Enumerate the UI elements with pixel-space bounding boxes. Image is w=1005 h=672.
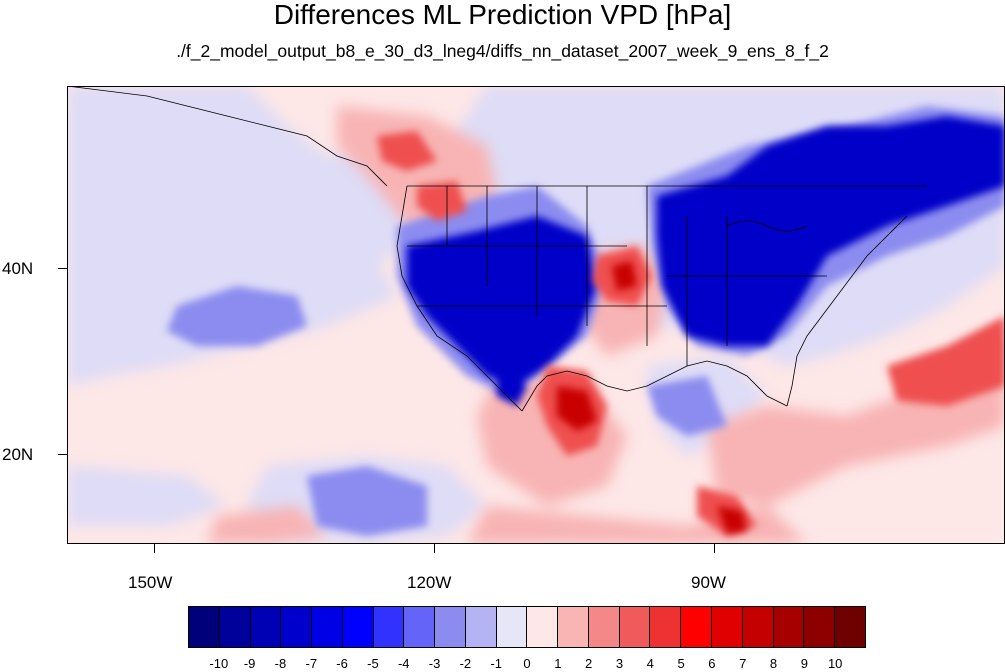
lon-tick-90w [714, 544, 715, 553]
strong-negative-areas [407, 116, 1005, 406]
colorbar-swatch [681, 607, 713, 647]
lat-label-40n: 40N [2, 259, 34, 278]
strong-positive-areas [557, 261, 747, 534]
colorbar-swatch [773, 607, 805, 647]
colorbar-label: 8 [769, 656, 778, 671]
colorbar-swatch [373, 607, 405, 647]
figure-subtitle: ./f_2_model_output_b8_e_30_d3_lneg4/diff… [176, 41, 829, 61]
colorbar-swatch [619, 607, 651, 647]
colorbar-swatch [404, 607, 436, 647]
coastlines-and-borders [67, 86, 927, 412]
colorbar-label: 7 [739, 656, 747, 671]
colorbar-label: 1 [554, 656, 562, 671]
colorbar-label: 5 [677, 656, 685, 671]
lon-tick-150w [154, 544, 155, 553]
colorbar-label: 10 [827, 656, 843, 671]
colorbar-swatch [342, 607, 374, 647]
colorbar-label: 2 [585, 656, 593, 671]
colorbar-label: -10 [209, 656, 229, 671]
lat-label-20n: 20N [2, 445, 34, 464]
colorbar-label: -2 [459, 656, 472, 671]
colorbar-swatch [281, 607, 313, 647]
vpd-difference-map [67, 86, 1005, 544]
lon-tick-120w [434, 544, 435, 553]
lat-tick-40n [58, 268, 67, 269]
colorbar-swatch [219, 607, 251, 647]
colorbar-swatch [250, 607, 282, 647]
colorbar-label: 3 [615, 656, 624, 671]
lon-label-90w: 90W [691, 573, 726, 592]
colorbar-swatch [312, 607, 343, 647]
colorbar-label: -7 [305, 656, 318, 671]
colorbar-swatch [496, 607, 528, 647]
lat-tick-20n [58, 454, 67, 455]
colorbar-label: -9 [243, 656, 256, 671]
colorbar-swatch [527, 607, 559, 647]
colorbar-label: 0 [523, 656, 531, 671]
colorbar-swatch [804, 607, 836, 647]
colorbar-swatch [712, 607, 743, 647]
colorbar-label: 4 [646, 656, 654, 671]
colorbar-swatch [742, 607, 774, 647]
map-panel [67, 86, 1005, 544]
lon-label-120w: 120W [407, 573, 452, 592]
colorbar-swatch [435, 607, 466, 647]
colorbar-label: -1 [490, 656, 502, 671]
colorbar-label: 6 [708, 656, 716, 671]
colorbar-swatch [465, 607, 497, 647]
colorbar-label: 9 [800, 656, 808, 671]
colorbar-label: -4 [397, 656, 410, 671]
colorbar-swatch [650, 607, 682, 647]
figure-title: Differences ML Prediction VPD [hPa] [273, 0, 732, 30]
colorbar [188, 606, 866, 648]
colorbar-swatch [189, 607, 220, 647]
colorbar-swatch [558, 607, 589, 647]
colorbar-label: -6 [336, 656, 348, 671]
lon-label-150w: 150W [128, 573, 173, 592]
colorbar-label: -5 [367, 656, 379, 671]
colorbar-label: -8 [274, 656, 287, 671]
colorbar-swatch [588, 607, 620, 647]
colorbar-swatch [835, 607, 865, 647]
colorbar-label: -3 [428, 656, 441, 671]
